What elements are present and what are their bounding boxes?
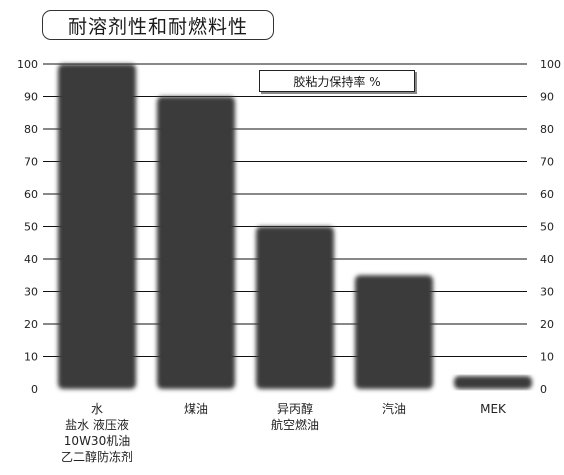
x-category-label: 异丙醇 <box>277 401 313 416</box>
y-tick-label-left: 60 <box>24 188 38 201</box>
bar <box>58 64 136 389</box>
bar <box>355 275 433 389</box>
y-tick-label-right: 90 <box>540 91 554 104</box>
y-tick-label-right: 0 <box>540 383 547 396</box>
y-tick-label-left: 80 <box>24 123 38 136</box>
y-tick-label-right: 50 <box>540 221 554 234</box>
y-tick-label-left: 40 <box>24 253 38 266</box>
y-tick-label-right: 60 <box>540 188 554 201</box>
y-tick-label-left: 70 <box>24 156 38 169</box>
x-category-label: 乙二醇防冻剂 <box>61 449 133 464</box>
y-tick-label-right: 20 <box>540 318 554 331</box>
y-tick-label-left: 50 <box>24 221 38 234</box>
x-category-label: 航空燃油 <box>271 417 319 432</box>
chart-title: 耐溶剂性和耐燃料性 <box>42 10 274 40</box>
bar <box>157 96 235 389</box>
y-tick-label-left: 100 <box>17 58 38 71</box>
y-tick-label-left: 30 <box>24 286 38 299</box>
x-category-label: 10W30机油 <box>64 434 130 448</box>
x-category-label: 盐水 液压液 <box>65 417 129 432</box>
x-category-label: MEK <box>480 402 507 416</box>
y-tick-label-left: 10 <box>24 351 38 364</box>
y-tick-label-left: 90 <box>24 91 38 104</box>
y-tick-label-right: 10 <box>540 351 554 364</box>
y-tick-label-left: 20 <box>24 318 38 331</box>
y-tick-label-left: 0 <box>31 383 38 396</box>
y-tick-label-right: 100 <box>540 58 561 71</box>
x-category-label: 煤油 <box>184 402 208 416</box>
y-tick-label-right: 70 <box>540 156 554 169</box>
bar <box>454 376 532 389</box>
x-category-label: 水 <box>91 402 103 416</box>
y-tick-label-right: 80 <box>540 123 554 136</box>
x-category-label: 汽油 <box>382 401 406 416</box>
chart-legend: 胶粘力保持率 % <box>259 70 415 92</box>
y-tick-label-right: 30 <box>540 286 554 299</box>
y-tick-label-right: 40 <box>540 253 554 266</box>
bar <box>256 226 334 389</box>
